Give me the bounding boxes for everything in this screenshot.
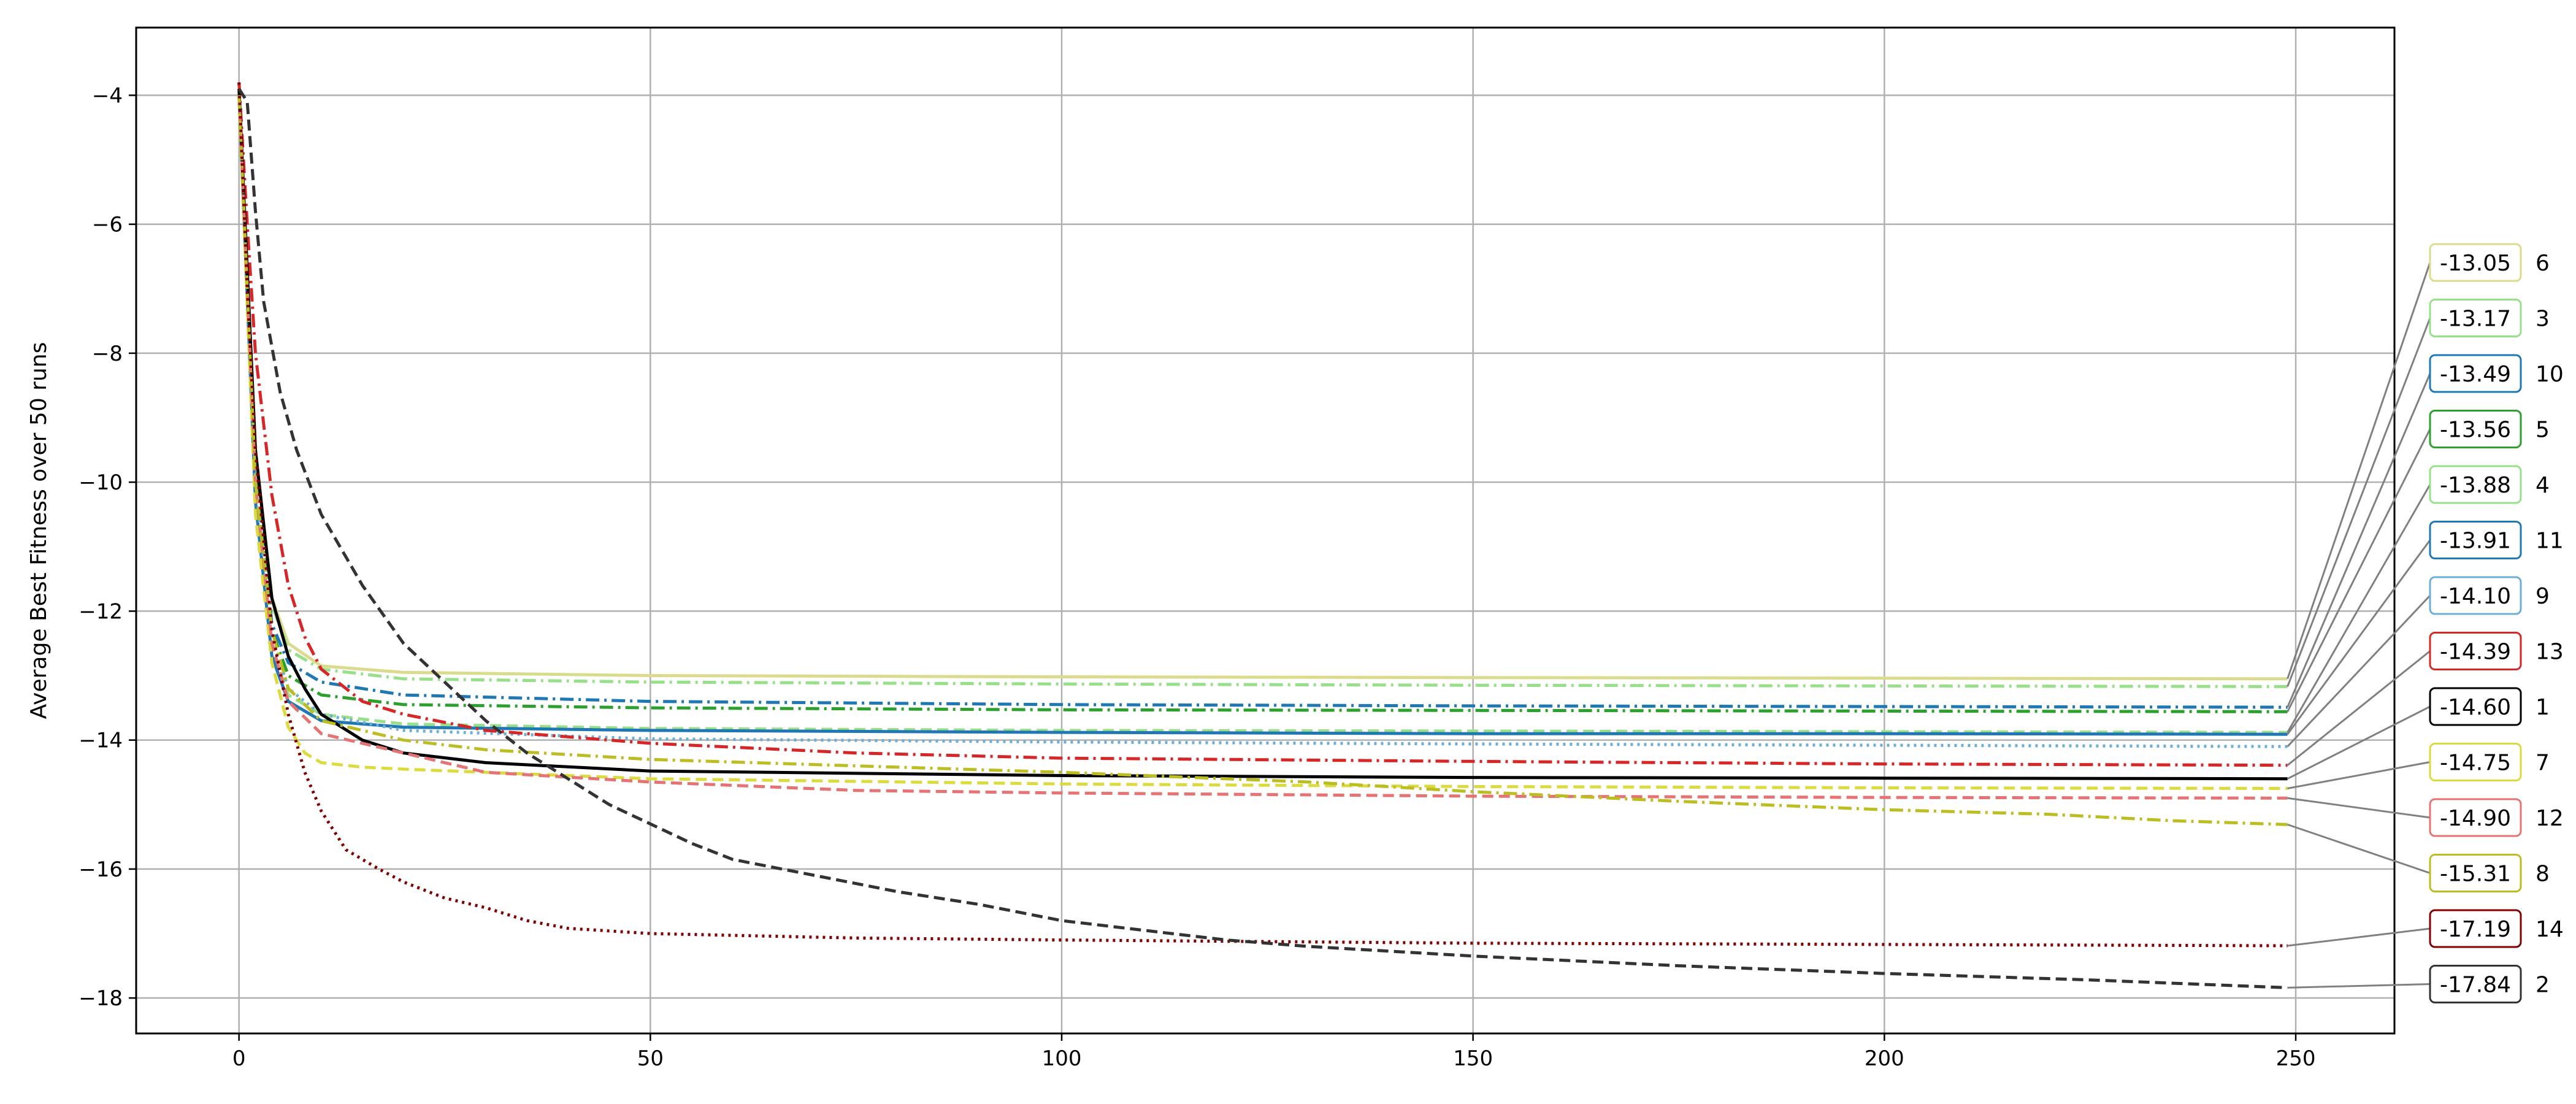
label-value-1: -14.60 (2440, 695, 2511, 720)
label-value-9: -14.10 (2440, 584, 2511, 609)
series-lines (237, 82, 2288, 989)
label-id-7: 7 (2536, 751, 2550, 776)
label-box-11 (2429, 521, 2522, 559)
series-line-11 (237, 95, 2288, 736)
x-tick-label: 250 (2276, 1046, 2316, 1071)
label-id-8: 8 (2536, 862, 2550, 887)
label-box-14 (2429, 909, 2522, 948)
x-tick-label: 200 (1865, 1046, 1904, 1071)
series-line-13 (237, 82, 2288, 767)
label-value-5: -13.56 (2440, 418, 2511, 443)
plot-frame (135, 26, 2396, 1035)
label-value-8: -15.31 (2440, 862, 2511, 887)
label-leader-8 (2287, 823, 2431, 874)
label-value-7: -14.75 (2440, 751, 2511, 776)
series-line-8 (237, 95, 2288, 826)
y-tick-label: −12 (79, 599, 123, 624)
label-id-4: 4 (2536, 473, 2550, 498)
label-leader-2 (2287, 983, 2431, 989)
label-id-11: 11 (2536, 529, 2564, 554)
label-value-14: -17.19 (2440, 917, 2511, 942)
label-value-4: -13.88 (2440, 473, 2511, 498)
y-axis-label: Average Best Fitness over 50 runs (26, 342, 52, 719)
label-box-3 (2429, 299, 2522, 337)
x-tick-label: 50 (637, 1046, 664, 1071)
label-leader-10 (2287, 373, 2431, 708)
x-tick-label: 150 (1453, 1046, 1493, 1071)
label-leader-12 (2287, 797, 2431, 819)
label-value-3: -13.17 (2440, 307, 2511, 332)
label-leader-7 (2287, 761, 2431, 789)
label-leader-13 (2287, 650, 2431, 766)
series-line-5 (237, 95, 2288, 713)
y-tick-label: −8 (92, 342, 123, 366)
label-box-2 (2429, 965, 2522, 1003)
series-line-7 (237, 95, 2288, 790)
label-box-6 (2429, 243, 2522, 282)
label-box-10 (2429, 354, 2522, 393)
label-id-13: 13 (2536, 640, 2564, 665)
label-box-1 (2429, 687, 2522, 726)
y-tick-label: −14 (79, 729, 123, 753)
series-line-6 (237, 95, 2288, 681)
label-box-5 (2429, 410, 2522, 448)
label-leader-3 (2287, 317, 2431, 687)
label-leader-6 (2287, 262, 2431, 680)
label-value-2: -17.84 (2440, 973, 2511, 998)
label-leader-5 (2287, 428, 2431, 713)
label-value-10: -13.49 (2440, 362, 2511, 387)
y-tick-label: −10 (79, 470, 123, 495)
grid-lines (136, 28, 2394, 1033)
label-id-10: 10 (2536, 362, 2564, 387)
y-tick-label: −6 (92, 213, 123, 237)
label-value-13: -14.39 (2440, 640, 2511, 665)
x-tick-label: 0 (232, 1046, 246, 1071)
axis-ticks: 0 50 100 150 200 250 −4 −6 −8 −10 −12 −14 −16 −18 (79, 83, 2315, 1071)
x-tick-label: 100 (1042, 1046, 1082, 1071)
y-tick-label: −18 (79, 986, 123, 1011)
label-box-7 (2429, 743, 2522, 781)
label-leader-11 (2287, 539, 2431, 735)
label-leader-1 (2287, 705, 2431, 780)
label-id-12: 12 (2536, 806, 2564, 831)
label-value-12: -14.90 (2440, 806, 2511, 831)
label-id-1: 1 (2536, 695, 2550, 720)
label-id-3: 3 (2536, 307, 2550, 332)
label-id-14: 14 (2536, 917, 2564, 942)
series-line-9 (237, 95, 2288, 748)
series-line-1 (237, 88, 2288, 781)
y-tick-label: −16 (79, 857, 123, 882)
label-box-8 (2429, 854, 2522, 892)
label-box-4 (2429, 465, 2522, 504)
label-box-12 (2429, 798, 2522, 837)
series-line-10 (237, 95, 2288, 709)
label-id-2: 2 (2536, 973, 2550, 998)
label-id-5: 5 (2536, 418, 2550, 443)
end-labels: -13.05 6 -13.17 3 -13.49 10 -13.56 5 -13.88 4 -13.… (2287, 243, 2564, 1003)
label-leader-9 (2287, 594, 2431, 748)
label-leader-4 (2287, 484, 2431, 733)
series-line-2 (237, 88, 2288, 989)
y-tick-label: −4 (92, 83, 123, 108)
label-value-11: -13.91 (2440, 529, 2511, 554)
series-line-12 (237, 95, 2288, 800)
label-box-13 (2429, 632, 2522, 670)
series-line-3 (237, 95, 2288, 688)
series-line-4 (237, 95, 2288, 734)
label-id-6: 6 (2536, 251, 2550, 276)
series-line-14 (237, 82, 2288, 948)
label-box-9 (2429, 576, 2522, 615)
label-leader-14 (2287, 927, 2431, 947)
label-value-6: -13.05 (2440, 251, 2511, 276)
label-id-9: 9 (2536, 584, 2550, 609)
